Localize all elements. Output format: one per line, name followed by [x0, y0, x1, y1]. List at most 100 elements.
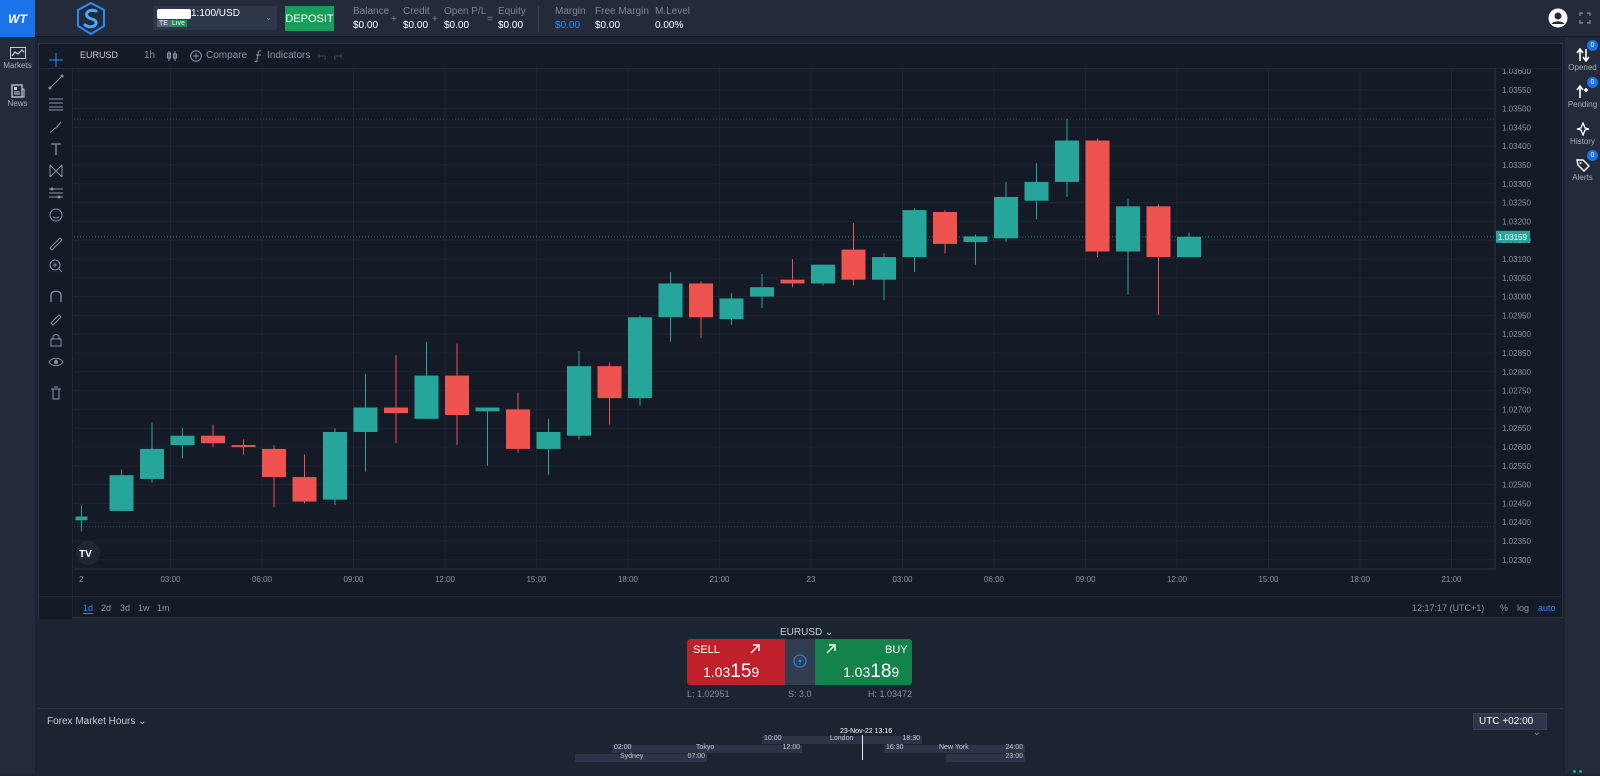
- range-1m[interactable]: 1m: [157, 603, 170, 613]
- magnet-icon[interactable]: [48, 288, 64, 304]
- eye-icon[interactable]: [48, 354, 64, 370]
- chevron-down-icon: ⌄: [1532, 727, 1541, 738]
- time-tick-label: 21:00: [709, 575, 730, 584]
- trade-symbol-select[interactable]: EURUSD ⌄: [780, 627, 833, 638]
- chart-grid: [74, 69, 1495, 569]
- price-tick-label: 1.03500: [1502, 105, 1531, 114]
- candle-body: [1055, 140, 1079, 182]
- divider: [38, 708, 1563, 709]
- account-id-redacted: [157, 9, 191, 19]
- lightning-icon: [793, 654, 807, 667]
- text-tool-icon[interactable]: [48, 141, 64, 157]
- credit-stat: Credit $0.00: [403, 6, 430, 31]
- brush-icon[interactable]: [48, 119, 64, 135]
- candle-body: [689, 283, 713, 318]
- candle-body: [140, 448, 164, 479]
- tradingview-logo[interactable]: TV: [76, 541, 100, 565]
- opened-count-badge: 0: [1587, 40, 1598, 51]
- log-toggle[interactable]: log: [1517, 603, 1530, 613]
- undo-icon[interactable]: [317, 51, 327, 61]
- price-tick-label: 1.02350: [1502, 537, 1531, 546]
- trash-icon[interactable]: [48, 385, 64, 401]
- indicators-button[interactable]: Indicators: [267, 50, 311, 61]
- fullscreen-icon[interactable]: [1579, 12, 1591, 24]
- candle-body: [597, 366, 622, 399]
- indicators-fx-icon[interactable]: [253, 49, 265, 63]
- range-3d[interactable]: 3d: [120, 603, 131, 613]
- fib-lines-icon[interactable]: [48, 96, 64, 112]
- buy-price: 1.03189: [843, 661, 899, 683]
- margin-value: $0.00: [555, 20, 581, 31]
- redo-icon[interactable]: [333, 51, 343, 61]
- nav-pending[interactable]: 0 Pending: [1565, 77, 1600, 109]
- spread: S: 3.0: [788, 689, 812, 699]
- session-sydney-next: 23:00: [946, 753, 1025, 762]
- candle-body: [262, 448, 286, 478]
- range-1w[interactable]: 1w: [138, 603, 150, 613]
- candle-body: [445, 375, 469, 416]
- balance-stat: Balance $0.00: [353, 6, 389, 31]
- price-tick-label: 1.02900: [1502, 330, 1531, 339]
- margin-level-label: M.Level: [655, 6, 691, 17]
- open-pl-label: Open P/L: [444, 6, 487, 17]
- deposit-button[interactable]: DEPOSIT: [285, 6, 334, 31]
- open-pl-stat: Open P/L $0.00: [444, 6, 486, 31]
- one-click-trading-button[interactable]: [785, 639, 815, 685]
- nav-pending-label: Pending: [1567, 100, 1598, 109]
- candle-body: [1024, 181, 1049, 201]
- buy-button[interactable]: BUY 1.03189: [815, 639, 912, 685]
- pattern-icon[interactable]: [48, 163, 64, 179]
- candlestick-chart[interactable]: 1.03600 1.03550 1.03500 1.03450 1.03400 1.033…: [74, 69, 1562, 594]
- balance-label: Balance: [353, 6, 390, 17]
- sell-button[interactable]: SELL 1.03159: [687, 639, 785, 685]
- user-avatar-icon[interactable]: [1548, 8, 1568, 28]
- right-nav: 0 Opened 0 Pending History 0 Alerts: [1565, 38, 1600, 774]
- trend-line-icon[interactable]: [48, 74, 64, 90]
- candle-body: [109, 475, 134, 511]
- market-hours-toggle[interactable]: Forex Market Hours ⌄: [47, 716, 147, 727]
- wt-logo[interactable]: WT: [0, 0, 35, 37]
- nav-opened[interactable]: 0 Opened: [1565, 40, 1600, 72]
- projection-icon[interactable]: [48, 185, 64, 201]
- time-tick-label: 03:00: [160, 575, 181, 584]
- emoji-icon[interactable]: [48, 207, 64, 223]
- candle-style-icon[interactable]: [166, 50, 178, 62]
- percent-toggle[interactable]: %: [1500, 603, 1509, 613]
- brand-logo-icon[interactable]: [76, 2, 106, 35]
- sydney-name: Sydney: [620, 753, 644, 760]
- nav-markets[interactable]: Markets: [0, 47, 35, 70]
- chart-toolbar: EURUSD 1h Compare Indicators: [39, 44, 1562, 69]
- ruler-icon[interactable]: [48, 236, 64, 252]
- price-tick-label: 1.02450: [1502, 499, 1531, 508]
- chart-symbol[interactable]: EURUSD: [80, 50, 119, 60]
- nav-news[interactable]: News: [0, 84, 35, 108]
- candle-body: [750, 287, 774, 297]
- equity-label: Equity: [498, 6, 526, 17]
- nav-alerts[interactable]: 0 Alerts: [1565, 150, 1600, 182]
- alert-tag-icon: [1575, 159, 1590, 172]
- zoom-in-icon[interactable]: [48, 258, 64, 274]
- account-selector[interactable]: 1:100/USD TE Live ⌄: [153, 6, 277, 30]
- free-margin-label: Free Margin: [595, 6, 649, 17]
- lock-icon[interactable]: [48, 332, 64, 348]
- equity-value: $0.00: [498, 20, 524, 31]
- range-2d[interactable]: 2d: [101, 603, 112, 613]
- compare-button[interactable]: Compare: [206, 50, 248, 61]
- sell-price-prefix: 1.03: [703, 664, 731, 680]
- crosshair-icon[interactable]: [48, 52, 64, 68]
- auto-toggle[interactable]: auto: [1538, 603, 1556, 613]
- nav-history-label: History: [1570, 137, 1595, 146]
- range-1d[interactable]: 1d: [83, 603, 94, 614]
- compare-plus-icon[interactable]: [190, 50, 202, 62]
- lock-pencil-icon[interactable]: [48, 310, 64, 326]
- divider: [538, 6, 539, 32]
- time-tick-label: 03:00: [892, 575, 913, 584]
- candle-body: [170, 435, 195, 446]
- candle-body: [872, 257, 896, 280]
- interval-button[interactable]: 1h: [144, 50, 156, 61]
- price-axis-bg: [1495, 69, 1562, 569]
- nav-markets-label: Markets: [3, 61, 32, 70]
- price-hlines: [74, 118, 1495, 527]
- timezone-select[interactable]: UTC +02:00 ⌄: [1473, 713, 1547, 738]
- nav-history[interactable]: History: [1565, 122, 1600, 146]
